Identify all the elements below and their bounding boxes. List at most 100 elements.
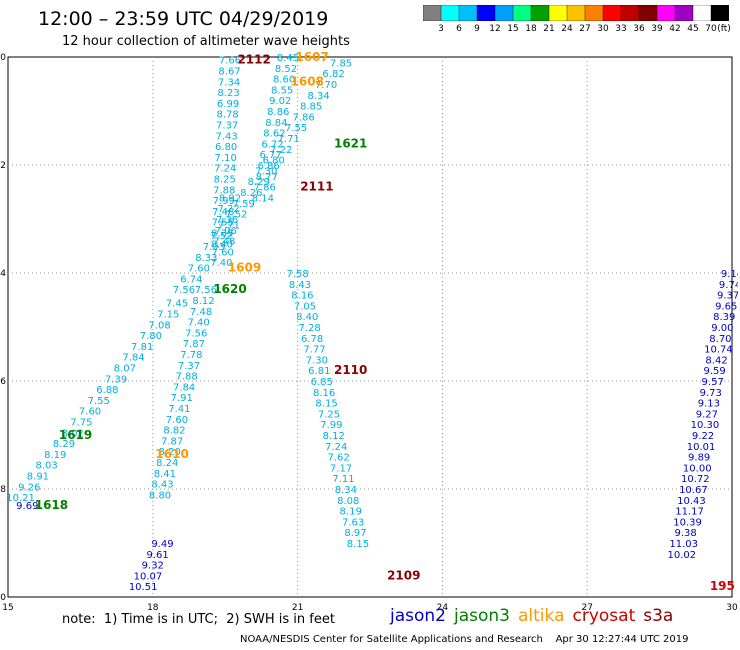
- wave-height-value: 8.86: [267, 107, 289, 118]
- color-scale-labels: 3 6 9 12 15 18 21 24 27 30 33 36 39 42 45 70 (ft): [423, 24, 731, 36]
- wave-height-value: 8.85: [300, 102, 322, 113]
- wave-height-value: 10.01: [687, 442, 716, 453]
- color-scale-label: 36: [633, 24, 645, 34]
- wave-height-value: 7.86: [254, 183, 276, 194]
- lat-tick-label: -48: [0, 485, 6, 495]
- wave-height-value: 10.00: [683, 463, 712, 474]
- wave-height-value: 7.40: [188, 318, 210, 329]
- wave-height-value: 7.17: [330, 463, 352, 474]
- satellite-legend-entry: s3a: [643, 606, 674, 626]
- wave-height-value: 9.38: [675, 528, 697, 539]
- color-scale-label: 21: [543, 24, 555, 34]
- wave-height-value: 7.87: [161, 436, 183, 447]
- wave-height-value: 8.42: [705, 355, 727, 366]
- wave-height-value: 8.40: [211, 239, 233, 250]
- wave-height-value: 9.73: [700, 388, 722, 399]
- color-scale-label: 9: [474, 24, 480, 34]
- wave-height-value: 7.43: [216, 131, 238, 142]
- wave-height-value: 7.48: [212, 207, 234, 218]
- wave-height-value: 9.61: [146, 550, 168, 561]
- wave-height-value: 9.69: [16, 501, 38, 512]
- pass-label: 1618: [35, 498, 68, 512]
- wave-height-value: 7.81: [131, 342, 153, 353]
- color-scale-label: 3: [438, 24, 444, 34]
- wave-height-value: 8.34: [335, 485, 357, 496]
- wave-height-value: 11.17: [675, 507, 704, 518]
- wave-height-value: 8.02: [62, 428, 84, 439]
- color-scale-label: 12: [489, 24, 501, 34]
- wave-height-value: 10.21: [6, 493, 35, 504]
- wave-height-value: 7.78: [180, 350, 202, 361]
- wave-height-value: 7.88: [175, 372, 197, 383]
- pass-label: 2112: [237, 53, 270, 67]
- wave-height-value: 8.19: [44, 450, 66, 461]
- wave-height-value: 7.60: [79, 407, 101, 418]
- lon-tick-label: 15: [2, 603, 13, 610]
- color-scale-label: 6: [456, 24, 462, 34]
- wave-height-value: 8.67: [218, 67, 240, 78]
- wave-height-value: 7.06: [215, 226, 237, 237]
- wave-height-value: 7.60: [212, 247, 234, 258]
- wave-height-value: 7.99: [320, 420, 342, 431]
- wave-height-value: 7.56: [195, 285, 217, 296]
- pass-label: 2111: [300, 180, 333, 194]
- wave-height-value: 7.55: [285, 123, 307, 134]
- pass-label: 2109: [387, 568, 420, 582]
- wave-height-value: 7.63: [342, 517, 364, 528]
- pass-label: 195: [710, 579, 735, 593]
- color-scale-label: 24: [561, 24, 573, 34]
- map-title: 12:00 – 23:59 UTC 04/29/2019: [38, 8, 329, 30]
- wave-height-value: 8.70: [709, 334, 731, 345]
- color-scale-label: 15: [507, 24, 519, 34]
- wave-height-value: 10.39: [673, 517, 702, 528]
- wave-height-value: 10.67: [679, 485, 708, 496]
- wave-height-value: 6.82: [322, 69, 344, 80]
- color-scale-label: (ft): [717, 24, 731, 34]
- wave-height-value: 8.33: [195, 253, 217, 264]
- wave-height-value: 9.89: [688, 453, 710, 464]
- wave-height-value: 8.62: [263, 129, 285, 140]
- wave-height-value: 7.08: [148, 320, 170, 331]
- wave-height-value: 8.29: [248, 177, 270, 188]
- wave-height-value: 7.34: [218, 77, 240, 88]
- wave-height-value: 7.70: [315, 80, 337, 91]
- wave-height-value: 7.37: [216, 121, 238, 132]
- wave-height-value: 6.88: [96, 385, 118, 396]
- wave-height-value: 9.26: [18, 482, 40, 493]
- pass-label: 1610: [155, 447, 188, 461]
- wave-height-value: 8.15: [347, 539, 369, 550]
- wave-height-value: 8.12: [192, 296, 214, 307]
- wave-height-value: 8.60: [273, 75, 295, 86]
- wave-height-value: 7.48: [213, 237, 235, 248]
- wave-height-value: 7.05: [294, 301, 316, 312]
- pass-label: 2110: [334, 363, 367, 377]
- wave-height-value: 10.72: [681, 474, 710, 485]
- pass-label: 1607: [295, 50, 328, 64]
- wave-height-value: 8.20: [159, 447, 181, 458]
- wave-height-value: 7.62: [327, 453, 349, 464]
- wave-height-value: 8.19: [340, 507, 362, 518]
- wave-height-value: 8.84: [265, 118, 287, 129]
- wave-height-value: 8.40: [296, 312, 318, 323]
- wave-height-value: 8.55: [271, 85, 293, 96]
- wave-height-value: 6.86: [258, 161, 280, 172]
- wave-height-value: 8.43: [151, 480, 173, 491]
- wave-height-value: 7.30: [306, 355, 328, 366]
- wave-height-value: 10.43: [677, 496, 706, 507]
- wave-height-value: 8.35: [211, 229, 233, 240]
- map-subtitle: 12 hour collection of altimeter wave hei…: [62, 34, 350, 49]
- wave-height-value: 7.56: [185, 328, 207, 339]
- satellite-legend-entry: jason2: [390, 606, 446, 626]
- wave-height-value: 7.24: [214, 164, 236, 175]
- wave-height-value: 7.60: [188, 264, 210, 275]
- wave-height-value: 8.43: [289, 280, 311, 291]
- wave-height-value: 8.91: [27, 472, 49, 483]
- wave-height-value: 8.25: [214, 175, 236, 186]
- wave-height-value: 9.13: [698, 399, 720, 410]
- color-scale-label: 30: [597, 24, 609, 34]
- wave-height-value: 7.85: [330, 58, 352, 69]
- wave-height-value: 8.16: [313, 388, 335, 399]
- wave-height-value: 7.45: [166, 299, 188, 310]
- wave-height-value: 9.02: [269, 96, 291, 107]
- lat-tick-label: -42: [0, 161, 6, 171]
